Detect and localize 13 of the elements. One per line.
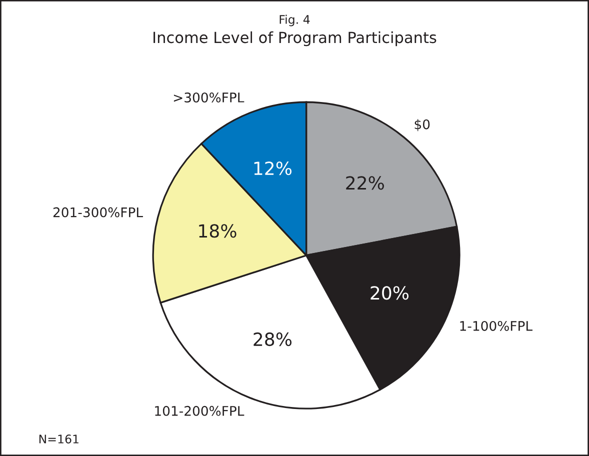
slice-label: $0: [414, 119, 430, 132]
data-label: 12%: [254, 161, 292, 176]
slice-label: 201-300%FPL: [53, 207, 143, 218]
chart-title: Fig. 4: [280, 14, 310, 26]
data-label: 20%: [370, 286, 409, 300]
slice-label: 1-100%FPL: [460, 320, 532, 331]
data-label: 22%: [346, 176, 384, 190]
text: N=161: [39, 434, 78, 444]
data-label: 28%: [254, 332, 292, 346]
slice-label: 101-200%FPL: [155, 406, 244, 416]
data-label: 18%: [199, 224, 236, 238]
slice-label: >300%FPL: [174, 92, 244, 102]
chart-subtitle: Income Level of Program Participants: [154, 31, 436, 46]
